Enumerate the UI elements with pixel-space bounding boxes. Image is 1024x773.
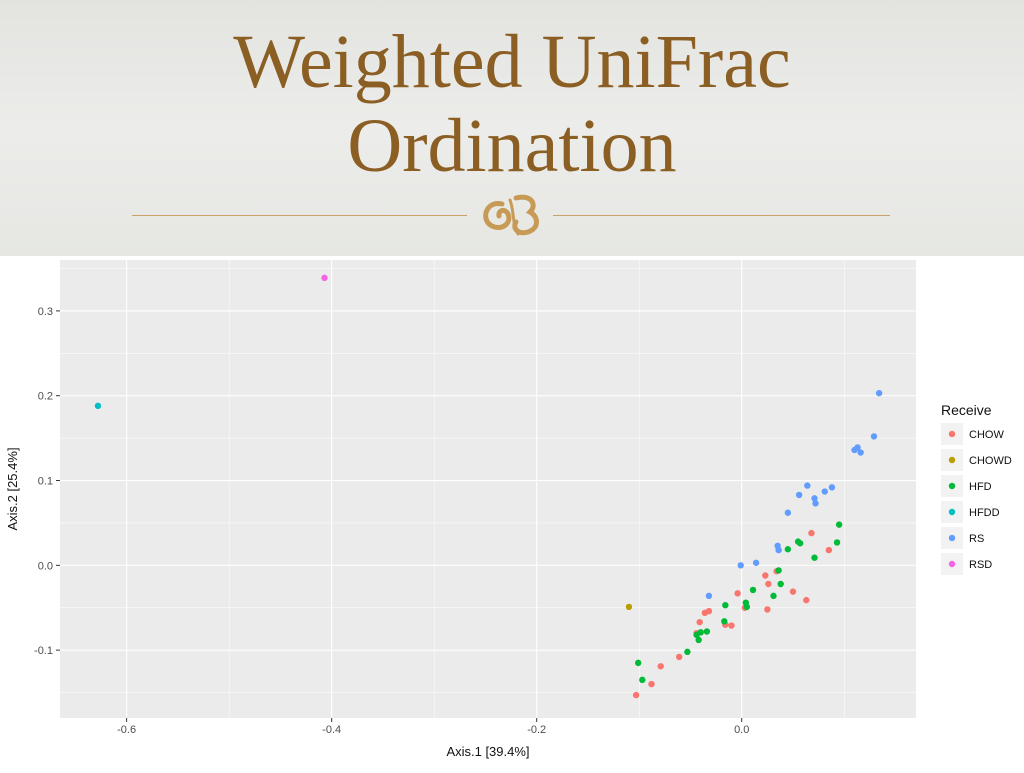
y-tick-label: -0.1 — [34, 645, 53, 657]
point-hfd — [770, 592, 777, 600]
legend-swatch-hfd — [948, 482, 956, 490]
point-chow — [648, 680, 655, 688]
legend-title: Receive — [941, 402, 992, 418]
legend-swatch-hfdd — [948, 508, 956, 516]
point-rs — [857, 449, 864, 456]
legend-swatch-rs — [948, 534, 956, 542]
point-hfd — [743, 603, 751, 611]
x-tick-label: -0.2 — [527, 724, 546, 736]
x-axis-label: Axis.1 [39.4%] — [446, 744, 529, 759]
point-chow — [765, 580, 772, 588]
x-axis-ticks: -0.6 -0.4 -0.2 0.0 — [117, 718, 749, 736]
point-hfd — [639, 676, 646, 684]
point-chow — [657, 663, 664, 670]
y-tick-label: 0.0 — [38, 560, 53, 572]
point-rs — [804, 482, 811, 489]
point-rsd — [321, 274, 328, 282]
point-hfd — [796, 540, 804, 547]
point-hfd — [784, 546, 792, 553]
point-chow — [696, 618, 703, 626]
point-chow — [808, 529, 815, 537]
y-tick-label: 0.1 — [38, 476, 53, 488]
x-tick-label: -0.6 — [117, 724, 136, 736]
point-hfd — [721, 618, 728, 625]
point-hfd — [775, 567, 782, 574]
point-rs — [812, 500, 819, 507]
point-chow — [675, 653, 683, 661]
point-rs — [775, 546, 782, 554]
y-axis-ticks: 0.3 0.2 0.1 0.0 -0.1 — [34, 306, 60, 657]
point-hfd — [749, 586, 757, 594]
slide-title-line-2: Ordination — [347, 104, 677, 188]
legend-swatch-rsd — [948, 560, 956, 568]
legend-label-hfdd: HFDD — [969, 507, 1000, 519]
y-axis-label: Axis.2 [25.4%] — [5, 447, 20, 530]
grid-major — [60, 260, 916, 718]
point-hfd — [811, 554, 818, 561]
point-rs — [811, 495, 818, 502]
point-hfd — [697, 629, 704, 636]
scatter-chart: -0.6 -0.4 -0.2 0.0 0.3 0.2 0.1 0.0 -0.1 Axis.1 … — [5, 260, 1012, 759]
x-tick-label: -0.4 — [322, 724, 341, 736]
data-points — [94, 274, 883, 699]
point-chow — [734, 590, 741, 597]
title-rule-right — [553, 215, 890, 216]
x-tick-label: 0.0 — [734, 724, 749, 736]
point-hfd — [695, 636, 702, 644]
legend-label-rs: RS — [969, 533, 984, 545]
title-rule-left — [132, 215, 467, 216]
point-rs — [821, 488, 828, 495]
point-chow — [825, 546, 833, 554]
plot-area: -0.6 -0.4 -0.2 0.0 0.3 0.2 0.1 0.0 -0.1 Axis.1 … — [0, 256, 1024, 768]
point-hfd — [703, 628, 711, 635]
point-rs — [828, 484, 836, 491]
point-chow — [789, 588, 797, 595]
legend-swatch-chow — [948, 430, 956, 438]
point-rs — [795, 491, 803, 499]
legend-label-hfd: HFD — [969, 481, 992, 493]
y-tick-label: 0.3 — [38, 306, 53, 318]
legend-label-chow: CHOW — [969, 429, 1004, 441]
point-hfd — [722, 601, 729, 609]
point-rs — [737, 562, 744, 569]
point-chow — [728, 622, 735, 629]
legend-swatch-chowd — [948, 456, 956, 464]
grid-minor — [60, 260, 916, 718]
point-hfd — [684, 648, 691, 656]
slide-title: Weighted UniFrac Ordination — [0, 20, 1024, 188]
point-chow — [762, 572, 769, 579]
point-rs — [875, 389, 883, 397]
plot-panel — [60, 260, 916, 718]
y-tick-label: 0.2 — [38, 391, 53, 403]
legend-label-chowd: CHOWD — [969, 455, 1012, 467]
point-rs — [752, 559, 760, 566]
point-hfd — [634, 659, 642, 667]
slide-title-line-1: Weighted UniFrac — [233, 20, 791, 104]
point-hfd — [833, 539, 841, 546]
point-hfd — [777, 580, 784, 588]
legend: Receive CHOW CHOWD HFD HFDD RS RSD — [941, 402, 1012, 575]
legend-label-rsd: RSD — [969, 559, 992, 571]
point-chowd — [625, 603, 633, 611]
point-rs — [854, 444, 861, 451]
swash-ornament-icon — [483, 194, 539, 236]
point-rs — [870, 433, 878, 440]
point-hfd — [835, 521, 843, 528]
point-rs — [784, 509, 792, 516]
point-chow — [705, 607, 713, 615]
point-chow — [632, 691, 640, 699]
point-hfdd — [94, 402, 102, 410]
point-chow — [803, 596, 810, 604]
point-chow — [764, 606, 771, 613]
point-rs — [705, 592, 713, 600]
